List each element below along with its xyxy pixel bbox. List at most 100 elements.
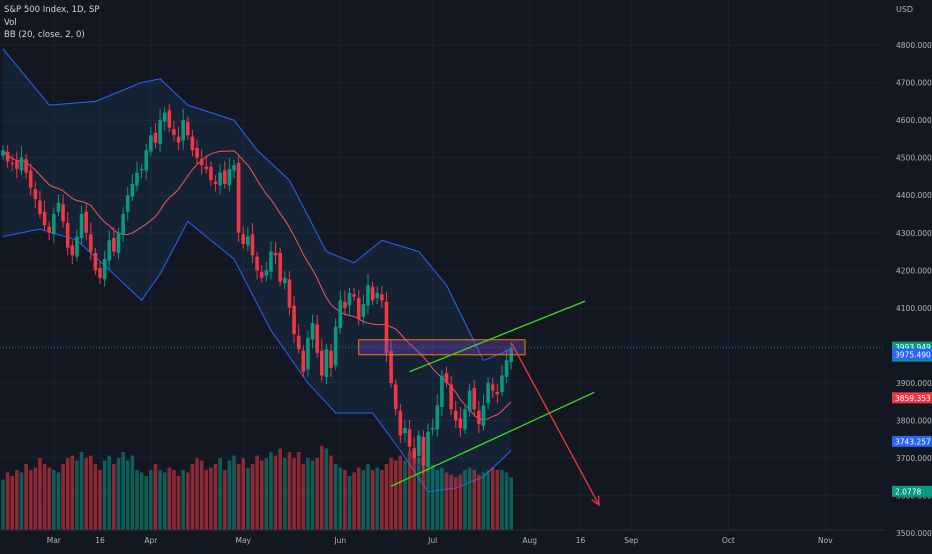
candle-body	[98, 268, 102, 278]
volume-bar	[5, 472, 10, 530]
candle-body	[232, 165, 236, 171]
bollinger-upper	[2, 48, 512, 362]
legend-bollinger[interactable]: BB (20, close, 2, 0)	[4, 30, 85, 40]
candle-body	[495, 391, 500, 395]
volume-bar	[61, 464, 65, 530]
candle-body	[42, 211, 47, 226]
candle-body	[246, 236, 250, 246]
candle-body	[149, 135, 153, 152]
candle-body	[453, 410, 458, 421]
volume-bar	[199, 460, 204, 530]
candle-body	[477, 410, 481, 425]
candle-body	[116, 232, 121, 254]
candle-body	[472, 388, 477, 410]
y-tick-label: 3700.000	[896, 454, 932, 463]
volume-bar	[186, 472, 190, 530]
y-tick-label: 4400.000	[896, 191, 932, 200]
candle-body	[296, 335, 301, 350]
candle-body	[130, 183, 135, 197]
candle-body	[121, 213, 125, 235]
volume-bar	[403, 460, 407, 530]
volume-bar	[222, 470, 227, 530]
volume-bar	[130, 455, 135, 530]
volume-bar	[287, 452, 292, 530]
y-tick-label: 3800.000	[896, 416, 932, 425]
volume-bar	[88, 455, 93, 530]
volume-bar	[338, 467, 343, 530]
candle-body	[162, 112, 167, 122]
candle-body	[102, 259, 107, 280]
volume-bar	[241, 458, 246, 530]
candle-body	[107, 240, 112, 261]
candle-body	[24, 159, 28, 173]
candle-body	[84, 211, 88, 233]
candle-body	[366, 285, 370, 306]
volume-bar	[52, 470, 56, 530]
candle-body	[93, 253, 98, 271]
candle-body	[218, 172, 222, 186]
candle-body	[139, 168, 144, 171]
candle-body	[449, 384, 453, 410]
volume-bar	[407, 450, 412, 530]
candle-body	[389, 350, 393, 383]
x-tick-label: Sep	[624, 536, 638, 545]
price-tag-box	[892, 392, 932, 404]
candle-body	[407, 429, 412, 447]
volume-bar	[458, 474, 463, 530]
candle-body	[181, 120, 185, 141]
volume-bar	[315, 458, 319, 530]
y-tick-label: 4500.000	[896, 154, 932, 163]
volume-bar	[269, 452, 273, 530]
volume-bar	[144, 476, 149, 530]
legend-symbol[interactable]: S&P 500 Index, 1D, SP	[4, 5, 100, 15]
candle-body	[444, 373, 449, 383]
volume-bar	[283, 458, 287, 530]
volume-bar	[356, 467, 361, 530]
volume-bar	[495, 470, 500, 530]
candle-body	[421, 436, 426, 466]
x-tick-label: Apr	[144, 536, 158, 545]
candle-body	[56, 202, 61, 212]
candle-body	[33, 189, 38, 199]
volume-bar	[486, 470, 490, 530]
candle-body	[426, 431, 430, 468]
candle-body	[315, 324, 319, 353]
candle-body	[361, 304, 366, 317]
volume-bar	[430, 465, 435, 530]
candle-body	[204, 166, 209, 169]
legend-volume[interactable]: Vol	[4, 17, 17, 28]
candle-body	[28, 170, 33, 188]
x-tick-label: Aug	[522, 536, 537, 545]
volume-bar	[38, 458, 42, 530]
candle-body	[52, 213, 56, 235]
candle-body	[209, 166, 213, 181]
volume-bar	[343, 470, 347, 530]
candle-body	[264, 270, 269, 276]
volume-bar	[384, 464, 389, 530]
volume-bar	[176, 476, 181, 530]
x-tick-label: 16	[576, 536, 586, 545]
volume-bar	[15, 470, 19, 530]
candle-body	[241, 234, 246, 245]
candle-body	[79, 213, 84, 239]
volume-bar	[1, 479, 5, 530]
x-tick-label: Nov	[818, 536, 833, 545]
candle-body	[222, 170, 227, 184]
candle-body	[213, 181, 218, 184]
forecast-arrow-head	[591, 495, 600, 507]
x-tick-label: Jul	[427, 536, 437, 545]
forecast-arrow-line	[510, 342, 600, 506]
price-tag-box	[892, 348, 932, 360]
candle-body	[227, 168, 232, 186]
volume-bar	[33, 467, 38, 530]
candle-body	[500, 375, 504, 392]
volume-bar	[125, 460, 130, 530]
candle-body	[125, 195, 130, 212]
volume-bar	[79, 452, 84, 530]
volume-bar	[102, 460, 107, 530]
volume-bar	[467, 467, 472, 530]
candle-body	[15, 161, 19, 169]
volume-bar	[435, 470, 440, 530]
